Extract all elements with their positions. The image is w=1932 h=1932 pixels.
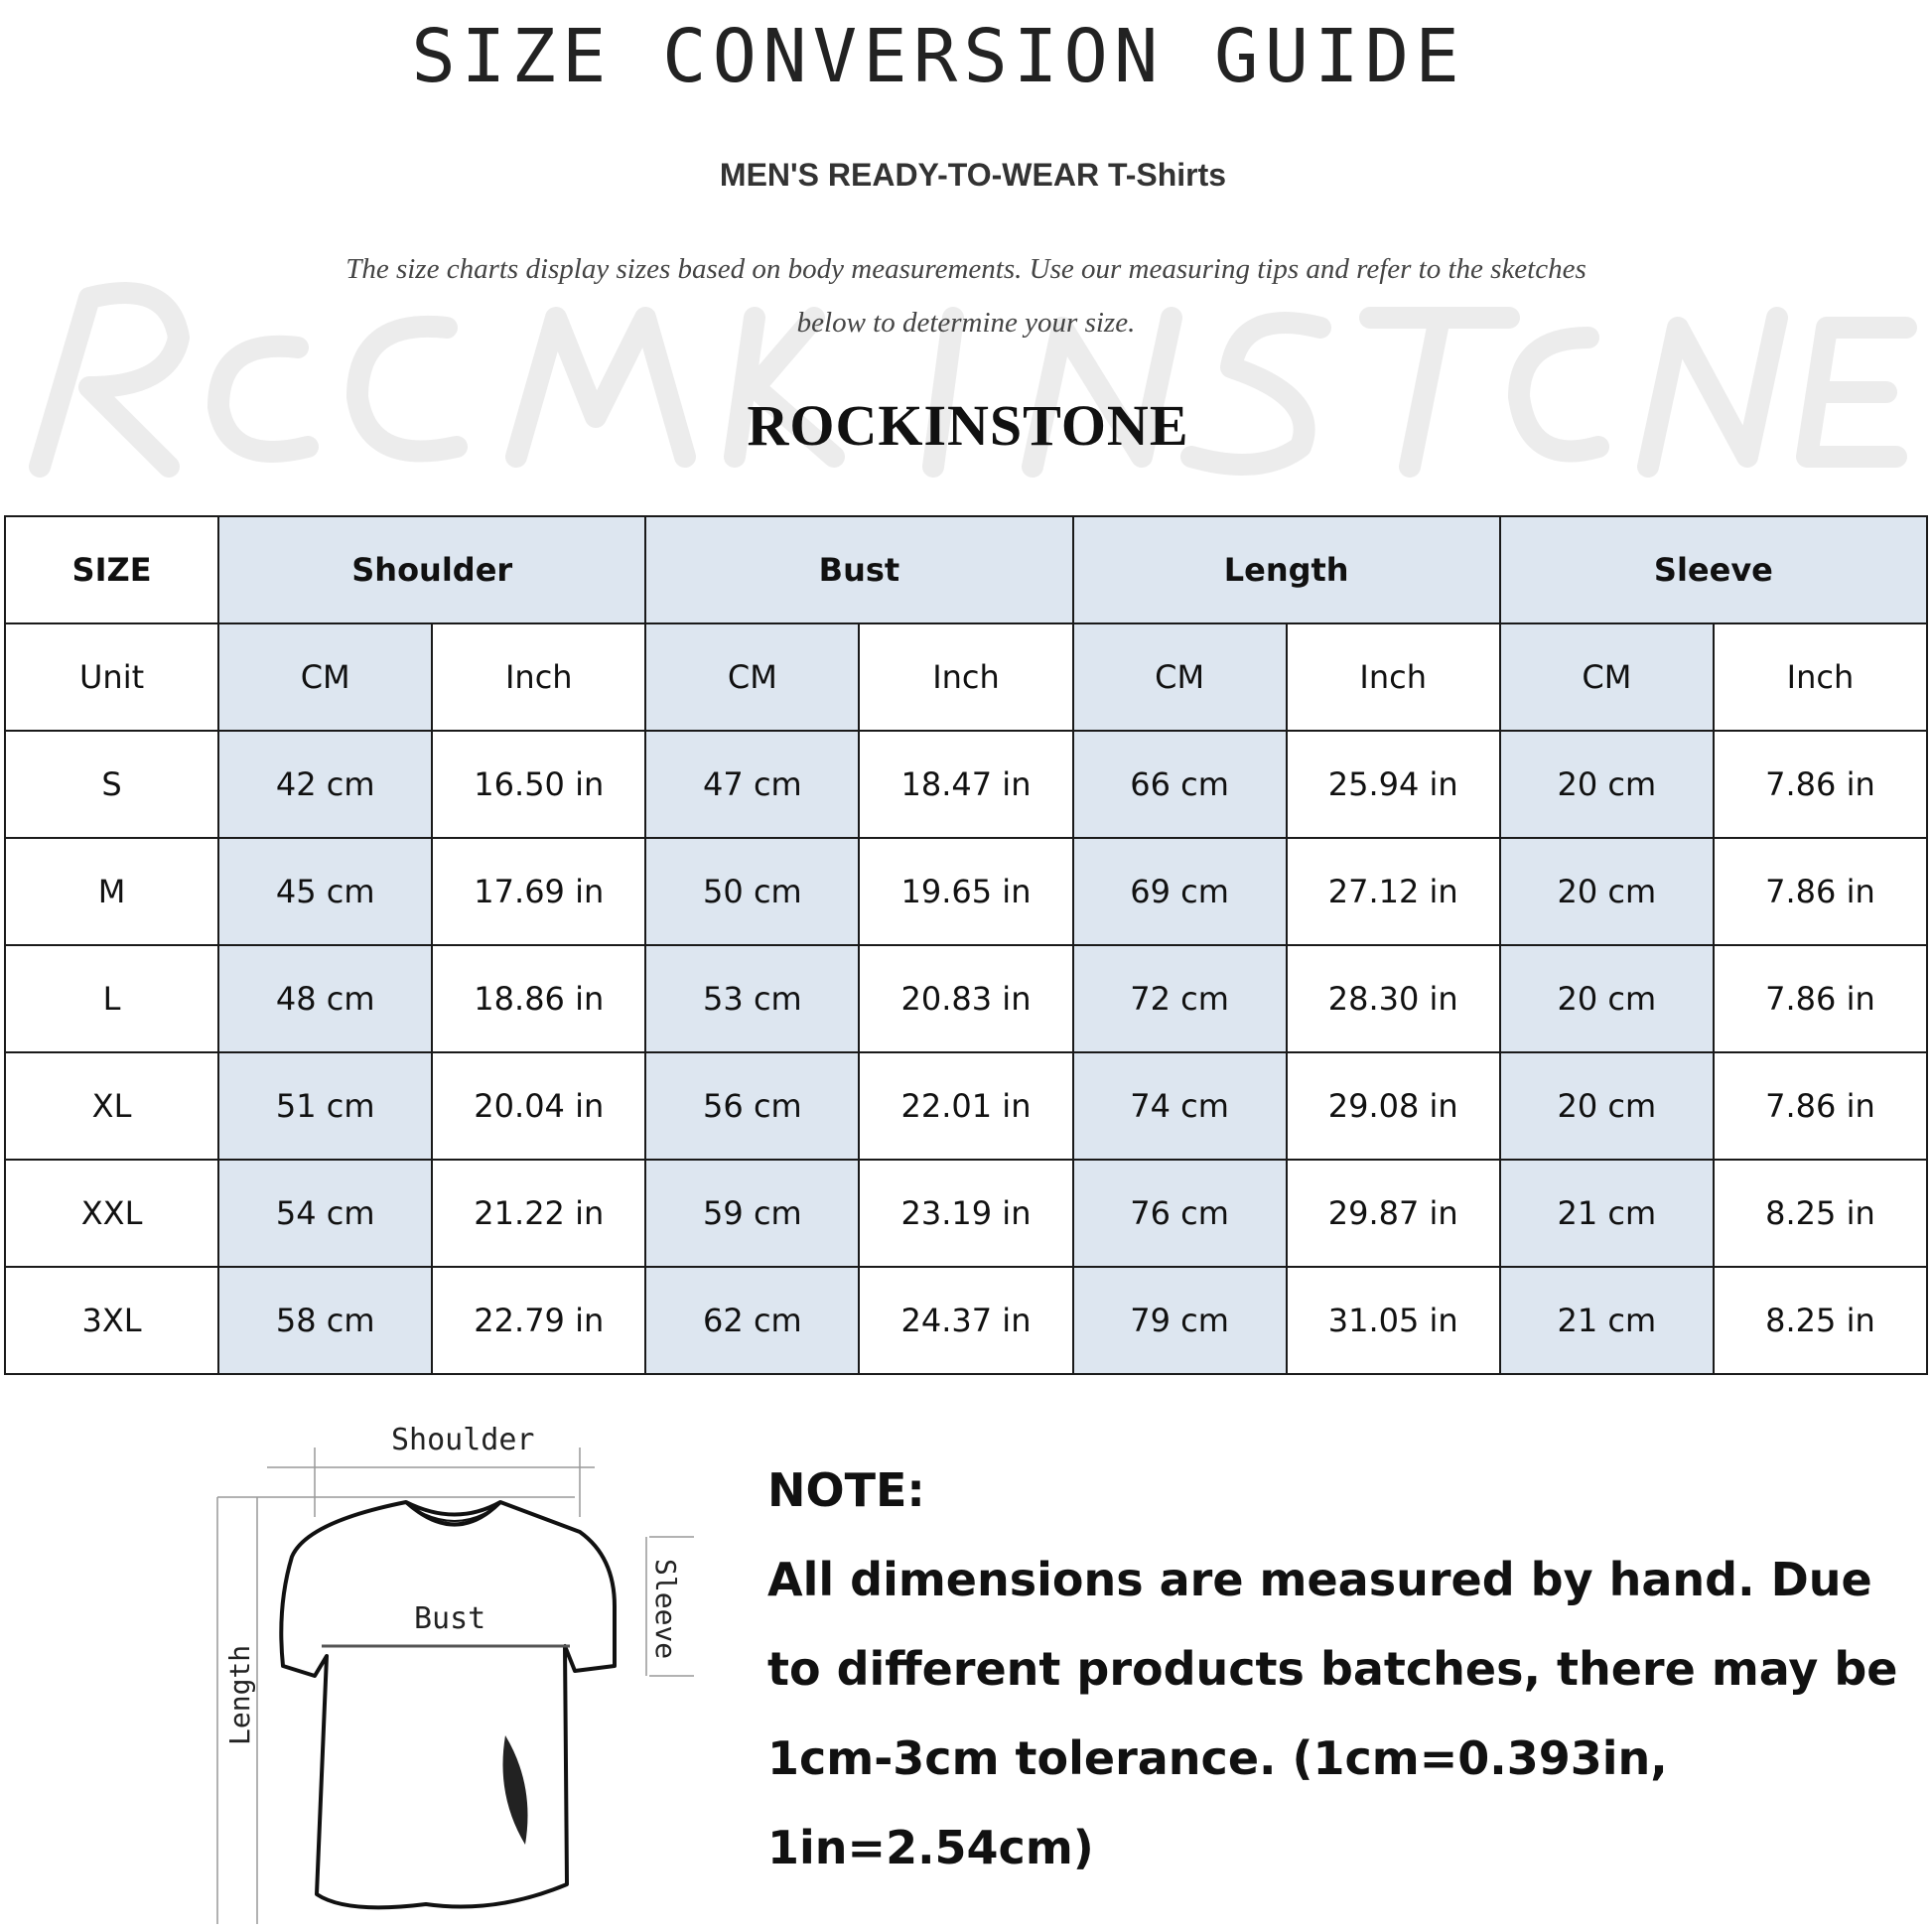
measurement-cell: 21.22 in [431,1159,647,1268]
table-row: M 45 cm 17.69 in 50 cm 19.65 in 69 cm 27.12 in… [3,837,1929,946]
measurement-cell: 62 cm [644,1266,861,1375]
note-text: All dimensions are measured by hand. Due… [767,1553,1898,1874]
table-row: L 48 cm 18.86 in 53 cm 20.83 in 72 cm 28.30 in… [3,944,1929,1053]
measurement-cell: 24.37 in [858,1266,1074,1375]
measurement-cell: 47 cm [644,730,861,839]
table-row: XL 51 cm 20.04 in 56 cm 22.01 in 74 cm 29.08 i… [3,1051,1929,1161]
size-cell: L [3,944,220,1053]
measurement-cell: 17.69 in [431,837,647,946]
measurement-cell: 22.79 in [431,1266,647,1375]
measurement-cell: 42 cm [217,730,434,839]
measurement-cell: 69 cm [1071,837,1288,946]
measurement-cell: 20 cm [1498,1051,1715,1161]
measurement-cell: 16.50 in [431,730,647,839]
page-title: SIZE CONVERSION GUIDE [411,14,1465,99]
size-table: SIZE Shoulder Bust Length Sleeve Unit CM… [3,515,1929,1375]
measurement-cell: 29.87 in [1285,1159,1501,1268]
group-shoulder: Shoulder [217,515,647,624]
measurement-cell: 56 cm [644,1051,861,1161]
measurement-cell: 8.25 in [1712,1159,1929,1268]
unit-cell: Inch [1712,622,1929,732]
brand-name: ROCKINSTONE [747,393,1189,458]
group-header-row: SIZE Shoulder Bust Length Sleeve [3,515,1929,624]
measurement-cell: 7.86 in [1712,837,1929,946]
measurement-cell: 79 cm [1071,1266,1288,1375]
group-bust: Bust [644,515,1074,624]
measurement-cell: 23.19 in [858,1159,1074,1268]
group-sleeve: Sleeve [1498,515,1929,624]
sketch-label-bust: Bust [414,1601,485,1636]
measurement-cell: 20 cm [1498,944,1715,1053]
size-cell: M [3,837,220,946]
description-line-1: The size charts display sizes based on b… [345,253,1587,285]
measurement-cell: 58 cm [217,1266,434,1375]
table-row: 3XL 58 cm 22.79 in 62 cm 24.37 in 79 cm 31.05 … [3,1266,1929,1375]
measurement-cell: 51 cm [217,1051,434,1161]
measurement-cell: 59 cm [644,1159,861,1268]
table-row: XXL 54 cm 21.22 in 59 cm 23.19 in 76 cm 29.87 … [3,1159,1929,1268]
measurement-cell: 31.05 in [1285,1266,1501,1375]
measurement-cell: 22.01 in [858,1051,1074,1161]
watermark-brush-lettering [29,282,1917,478]
group-length: Length [1071,515,1501,624]
measurement-cell: 7.86 in [1712,730,1929,839]
measurement-cell: 21 cm [1498,1159,1715,1268]
measurement-cell: 48 cm [217,944,434,1053]
measurement-cell: 20.04 in [431,1051,647,1161]
measurement-cell: 21 cm [1498,1266,1715,1375]
unit-cell: Inch [858,622,1074,732]
unit-cell: Inch [431,622,647,732]
measurement-cell: 53 cm [644,944,861,1053]
description-line-2: below to determine your size. [796,307,1136,339]
measurement-cell: 28.30 in [1285,944,1501,1053]
measurement-cell: 18.47 in [858,730,1074,839]
measurement-cell: 20 cm [1498,837,1715,946]
size-cell: 3XL [3,1266,220,1375]
measurement-cell: 50 cm [644,837,861,946]
unit-cell: CM [1071,622,1288,732]
unit-cell: CM [1498,622,1715,732]
measurement-cell: 25.94 in [1285,730,1501,839]
sketch-label-shoulder: Shoulder [391,1423,535,1457]
unit-cell: CM [217,622,434,732]
unit-label: Unit [3,622,220,732]
measurement-cell: 74 cm [1071,1051,1288,1161]
tshirt-measurement-sketch: Shoulder Bust Sleeve Length [216,1423,694,1924]
measurement-cell: 7.86 in [1712,1051,1929,1161]
unit-cell: Inch [1285,622,1501,732]
measurement-cell: 20 cm [1498,730,1715,839]
size-cell: XL [3,1051,220,1161]
note-heading: NOTE: [767,1463,925,1517]
note-block: NOTE: All dimensions are measured by han… [767,1446,1919,1892]
measurement-cell: 45 cm [217,837,434,946]
measurement-cell: 8.25 in [1712,1266,1929,1375]
measurement-cell: 7.86 in [1712,944,1929,1053]
size-cell: S [3,730,220,839]
measurement-cell: 19.65 in [858,837,1074,946]
unit-cell: CM [644,622,861,732]
measurement-cell: 29.08 in [1285,1051,1501,1161]
measurement-cell: 18.86 in [431,944,647,1053]
measurement-cell: 72 cm [1071,944,1288,1053]
measurement-cell: 27.12 in [1285,837,1501,946]
table-row: S 42 cm 16.50 in 47 cm 18.47 in 66 cm 25.94 in… [3,730,1929,839]
measurement-cell: 20.83 in [858,944,1074,1053]
measurement-cell: 76 cm [1071,1159,1288,1268]
size-header: SIZE [3,515,220,624]
measurement-cell: 54 cm [217,1159,434,1268]
sketch-label-sleeve: Sleeve [649,1559,682,1659]
size-cell: XXL [3,1159,220,1268]
measurement-cell: 66 cm [1071,730,1288,839]
unit-row: Unit CM Inch CM Inch CM Inch CM Inch [3,622,1929,732]
sketch-label-length: Length [223,1645,256,1745]
subtitle: MEN'S READY-TO-WEAR T-Shirts [719,157,1227,193]
